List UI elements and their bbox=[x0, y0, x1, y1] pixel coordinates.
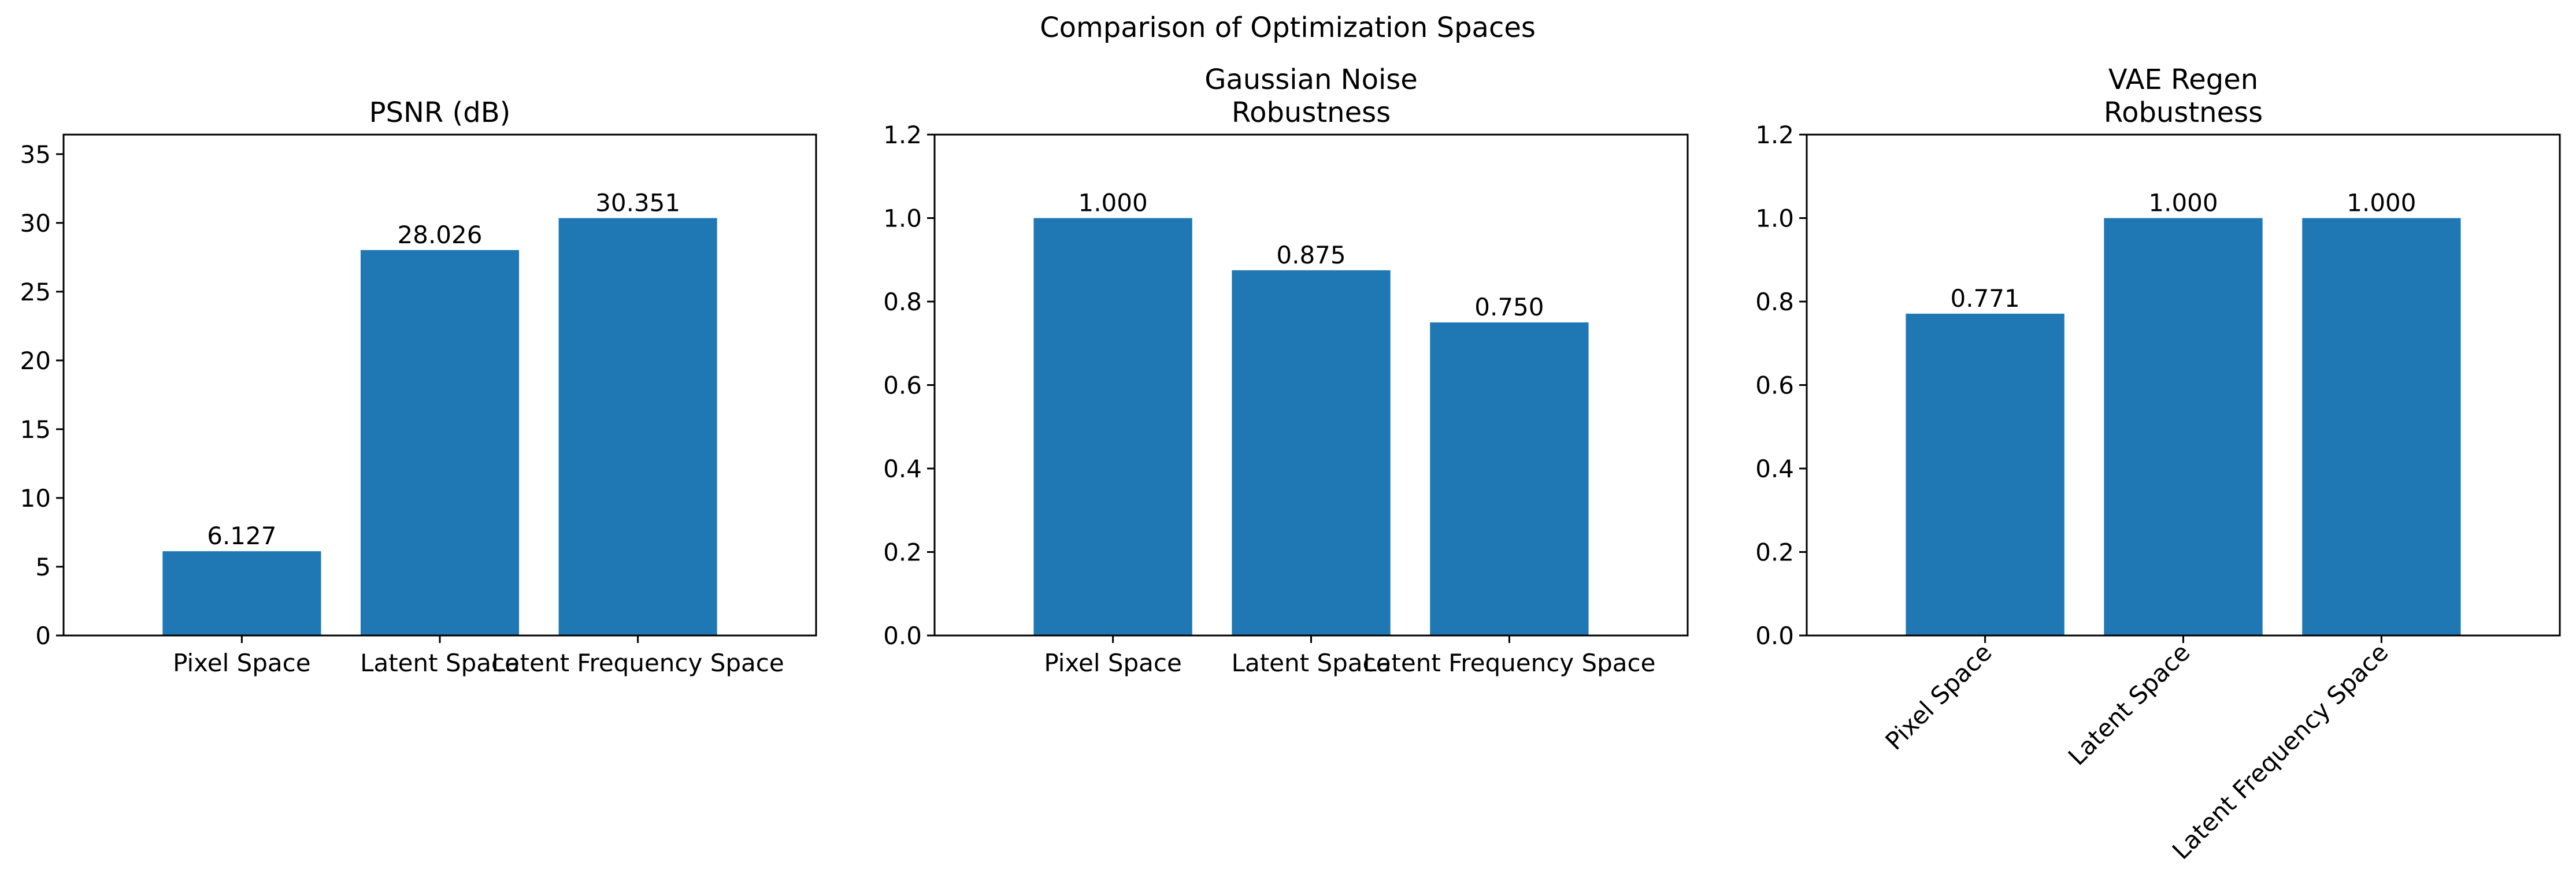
bar bbox=[558, 218, 717, 635]
y-tick-label: 10 bbox=[20, 484, 51, 512]
y-tick-label: 1.0 bbox=[1755, 205, 1794, 233]
y-tick-label: 0.6 bbox=[883, 371, 922, 400]
y-tick-label: 15 bbox=[20, 415, 51, 444]
bar-value-label: 1.000 bbox=[1078, 189, 1147, 217]
bar bbox=[162, 551, 321, 635]
y-tick-label: 0.2 bbox=[1755, 538, 1794, 567]
y-tick-label: 0 bbox=[35, 622, 51, 650]
x-tick-label: Pixel Space bbox=[1044, 649, 1182, 677]
panel-title-line: Robustness bbox=[2104, 96, 2263, 129]
chart-panel-psnr: PSNR (dB) 6.127 28.026 30.351 0 5 10 15 20 25 30 35… bbox=[20, 96, 817, 677]
bar-value-label: 1.000 bbox=[2347, 189, 2416, 217]
bar-value-label: 0.750 bbox=[1474, 293, 1544, 321]
bar-value-label: 1.000 bbox=[2148, 189, 2218, 217]
bar bbox=[1232, 270, 1391, 635]
figure-title: Comparison of Optimization Spaces bbox=[1040, 12, 1536, 44]
y-tick-label: 30 bbox=[20, 209, 51, 237]
bar bbox=[1033, 218, 1192, 635]
x-tick-label: Latent Space bbox=[1232, 649, 1391, 677]
bar-value-label: 28.026 bbox=[398, 221, 483, 249]
x-tick-label: Latent Frequency Space bbox=[1363, 649, 1655, 677]
bar-value-label: 0.875 bbox=[1276, 241, 1346, 269]
bar bbox=[1430, 322, 1589, 635]
y-tick-label: 1.2 bbox=[1755, 121, 1794, 149]
bar-value-label: 6.127 bbox=[207, 522, 276, 550]
y-tick-label: 25 bbox=[20, 278, 51, 306]
y-tick-label: 20 bbox=[20, 347, 51, 375]
y-tick-label: 5 bbox=[35, 553, 51, 581]
bar bbox=[1906, 313, 2064, 635]
y-tick-label: 0.6 bbox=[1755, 371, 1794, 400]
y-tick-label: 0.0 bbox=[1755, 622, 1794, 650]
y-tick-label: 0.4 bbox=[1755, 455, 1794, 483]
y-tick-label: 0.8 bbox=[883, 288, 922, 316]
bar bbox=[2104, 218, 2263, 635]
bar bbox=[360, 250, 520, 635]
x-tick-label: Latent Space bbox=[360, 649, 520, 677]
y-tick-label: 0.2 bbox=[883, 538, 922, 567]
bar-value-label: 30.351 bbox=[595, 188, 680, 217]
y-tick-label: 0.8 bbox=[1755, 288, 1794, 316]
bar bbox=[2302, 218, 2461, 635]
bar-value-label: 0.771 bbox=[1950, 284, 2019, 313]
panel-title-line: Gaussian Noise bbox=[1204, 64, 1418, 96]
y-tick-label: 1.0 bbox=[883, 205, 922, 233]
y-tick-label: 0.4 bbox=[883, 455, 922, 483]
y-tick-label: 0.0 bbox=[883, 622, 922, 650]
panel-title-line: Robustness bbox=[1232, 96, 1391, 129]
y-tick-label: 35 bbox=[20, 140, 51, 169]
panel-title-line: VAE Regen bbox=[2108, 64, 2258, 96]
y-tick-label: 1.2 bbox=[883, 121, 922, 149]
x-tick-label: Latent Frequency Space bbox=[492, 649, 784, 677]
panel-title-line: PSNR (dB) bbox=[369, 96, 511, 129]
x-tick-label: Pixel Space bbox=[173, 649, 311, 677]
